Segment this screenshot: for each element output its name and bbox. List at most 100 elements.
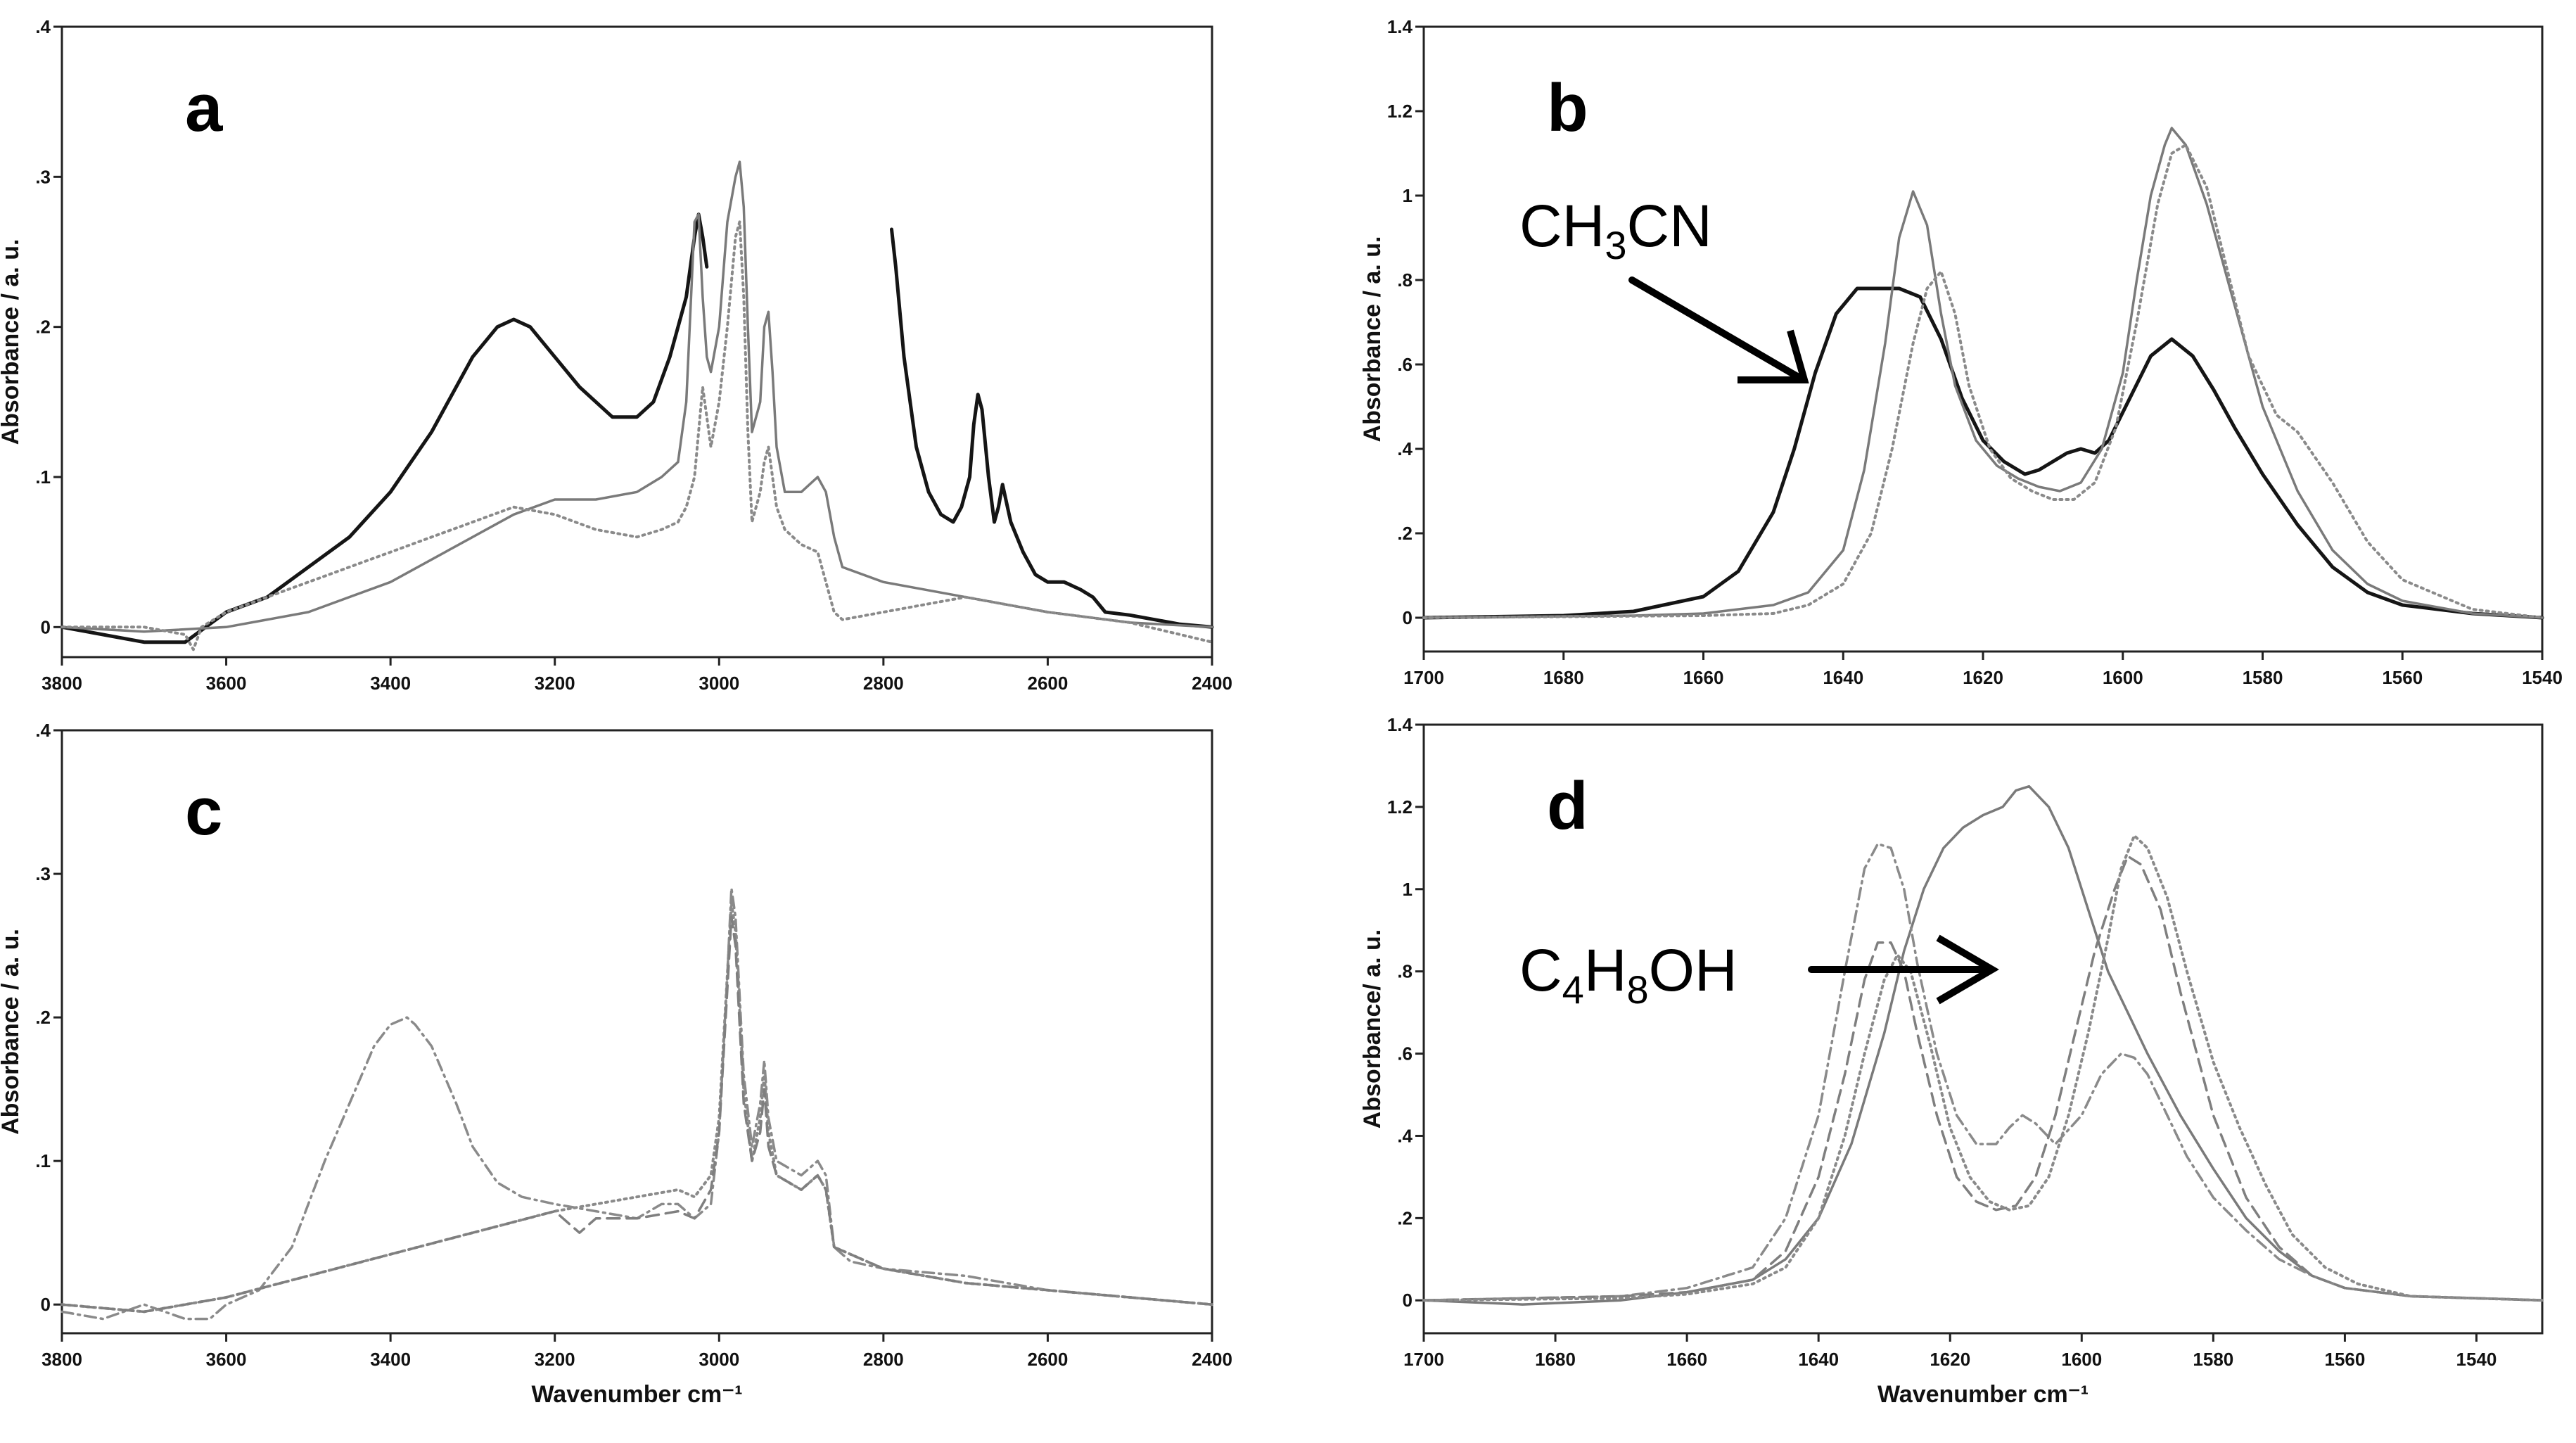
- chart-panel-a: 0 .1 .2 .3 .4 3800 3600 3400 3200 3000 2800 2600 240…: [0, 16, 1232, 694]
- series-line-solid-gray: [1422, 784, 2544, 1306]
- chart-panel-d: 0 .2 .4 .6 .8 1 1.2 1.4 1700 1680 1660 1640 1620 1600…: [1359, 714, 2544, 1408]
- annotation-c4h8oh: C4H8OH: [1519, 937, 1737, 1012]
- y-tick-label: 0: [41, 1294, 51, 1315]
- y-tick-label: .2: [1397, 1207, 1413, 1228]
- x-tick-label: 1580: [2243, 667, 2283, 688]
- x-tick-label: 1580: [2193, 1349, 2233, 1370]
- panel-label-b: b: [1547, 70, 1588, 146]
- x-tick-label: 3400: [370, 1349, 411, 1370]
- chart-panel-c: 0 .1 .2 .3 .4 3800 3600 3400 3200 3000 2800 2600 240…: [0, 720, 1232, 1408]
- y-tick-label: .2: [35, 317, 51, 338]
- arrow-ch3cn: [1628, 276, 1809, 383]
- y-tick-label: .8: [1397, 269, 1413, 291]
- x-tick-label: 3000: [699, 1349, 739, 1370]
- series-line-dotted: [1422, 144, 2544, 619]
- x-tick-label: 1640: [1823, 667, 1863, 688]
- series-line-solid-dark: [60, 212, 709, 644]
- y-tick-label: .4: [1397, 1125, 1413, 1146]
- arrow-head: [1936, 934, 1999, 1005]
- series-line-dashed: [60, 915, 1213, 1314]
- arrow-c4h8oh: [1808, 934, 1999, 1005]
- y-tick-label: .6: [1397, 354, 1413, 375]
- x-tick-label: 3800: [42, 1349, 82, 1370]
- plot-frame: [1422, 723, 2544, 1335]
- y-tick-label: .4: [35, 16, 51, 37]
- x-tick-label: 2400: [1192, 673, 1232, 694]
- y-tick-label: 1: [1403, 185, 1413, 206]
- y-axis-label: Absorbance / a. u.: [1359, 236, 1386, 443]
- x-tick-label: 1620: [1930, 1349, 1970, 1370]
- x-tick-label: 3200: [535, 673, 575, 694]
- x-tick-label: 1540: [2456, 1349, 2497, 1370]
- arrow-shaft: [1628, 276, 1801, 380]
- x-tick-label: 1640: [1798, 1349, 1839, 1370]
- y-tick-label: .3: [35, 166, 51, 187]
- x-tick-label: 2800: [863, 1349, 904, 1370]
- series-line-dashed: [1422, 855, 2544, 1302]
- x-tick-label: 1560: [2382, 667, 2423, 688]
- y-tick-label: 0: [41, 616, 51, 637]
- x-tick-label: 1620: [1963, 667, 2003, 688]
- panel-label-a: a: [185, 70, 223, 146]
- y-axis-label: Absorbance / a. u.: [0, 929, 24, 1135]
- plot-frame: [1422, 25, 2544, 653]
- y-tick-label: .2: [1397, 523, 1413, 544]
- x-tick-label: 2600: [1028, 1349, 1069, 1370]
- x-tick-label: 2400: [1192, 1349, 1232, 1370]
- x-tick-label: 1560: [2324, 1349, 2365, 1370]
- y-axis-label: Absorbance / a. u.: [0, 239, 24, 445]
- x-tick-label: 1600: [2103, 667, 2143, 688]
- series-line-solid-gray: [1422, 127, 2544, 619]
- y-tick-label: .1: [35, 466, 51, 488]
- x-tick-label: 1700: [1403, 1349, 1444, 1370]
- x-tick-label: 3800: [42, 673, 82, 694]
- x-tick-label: 1660: [1683, 667, 1724, 688]
- y-tick-label: .6: [1397, 1043, 1413, 1064]
- x-tick-label: 3400: [370, 673, 411, 694]
- plot-frame: [60, 729, 1213, 1335]
- y-tick-label: 0: [1403, 607, 1413, 628]
- y-tick-label: 1.2: [1387, 796, 1413, 818]
- y-tick-label: 1: [1403, 879, 1413, 900]
- x-tick-label: 1540: [2522, 667, 2563, 688]
- x-axis-label: Wavenumber cm⁻¹: [531, 1381, 742, 1408]
- x-axis-label: Wavenumber cm⁻¹: [1877, 1381, 2089, 1408]
- arrow-head: [1737, 329, 1809, 383]
- y-axis-label: Absorbance/ a. u.: [1359, 929, 1386, 1129]
- chart-panel-b: 0 .2 .4 .6 .8 1 1.2 1.4 1700 1680 1660 1640 1620 1600…: [1359, 16, 2563, 688]
- x-tick-label: 3000: [699, 673, 739, 694]
- x-tick-label: 2600: [1028, 673, 1069, 694]
- x-tick-label: 2800: [863, 673, 904, 694]
- y-tick-label: 1.2: [1387, 101, 1413, 122]
- y-tick-label: .3: [35, 863, 51, 884]
- series-line-dashdot: [60, 886, 1213, 1321]
- series-line-solid-dark: [890, 227, 1214, 629]
- x-tick-label: 1660: [1666, 1349, 1707, 1370]
- series-line-dashdot: [1422, 842, 2544, 1302]
- series-line-dotted: [60, 901, 1213, 1314]
- y-tick-label: .1: [35, 1150, 51, 1171]
- series-line-dotted: [1422, 834, 2544, 1302]
- y-tick-label: 1.4: [1387, 714, 1413, 735]
- y-tick-label: 1.4: [1387, 16, 1413, 37]
- x-tick-label: 3200: [535, 1349, 575, 1370]
- panel-label-d: d: [1547, 768, 1588, 844]
- y-tick-label: .2: [35, 1007, 51, 1028]
- y-tick-label: 0: [1403, 1290, 1413, 1311]
- series-line-dotted: [60, 220, 1213, 651]
- x-tick-label: 1680: [1543, 667, 1584, 688]
- y-tick-label: .8: [1397, 961, 1413, 982]
- plot-frame: [60, 25, 1213, 659]
- x-tick-label: 3600: [206, 1349, 247, 1370]
- x-tick-label: 1680: [1535, 1349, 1576, 1370]
- y-tick-label: .4: [35, 720, 51, 741]
- series-line-solid-gray: [60, 160, 1213, 633]
- y-tick-label: .4: [1397, 438, 1413, 459]
- x-tick-label: 1600: [2061, 1349, 2102, 1370]
- panel-label-c: c: [185, 774, 222, 849]
- annotation-ch3cn: CH3CN: [1519, 193, 1712, 267]
- series-line-solid-dark: [1422, 286, 2544, 620]
- x-tick-label: 1700: [1403, 667, 1444, 688]
- x-tick-label: 3600: [206, 673, 247, 694]
